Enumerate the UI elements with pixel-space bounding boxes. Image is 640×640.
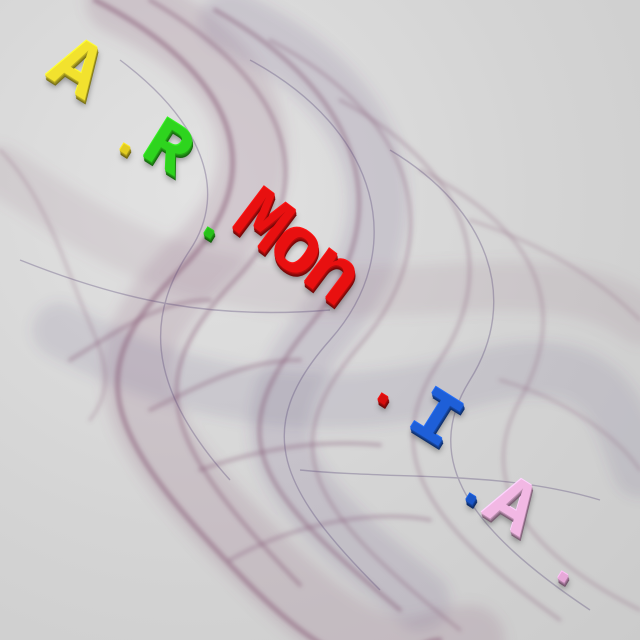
ribbon-edge (338, 98, 562, 622)
haze-ribbon (200, 0, 450, 630)
logo-word-mon: Mon (214, 173, 375, 326)
ribbon-edge (148, 358, 302, 412)
ribbon-wisp (249, 59, 381, 591)
ribbon-edge (268, 38, 462, 632)
logo-dot: . (537, 531, 601, 605)
logo-dot: . (357, 353, 421, 427)
ribbon-wisp (19, 259, 331, 314)
ribbon-edge (198, 441, 382, 472)
haze-ribbon (0, 145, 640, 345)
haze-ribbon (32, 302, 640, 498)
ribbon-wisp (299, 469, 601, 501)
ribbon-edge (468, 218, 640, 322)
ribbon-edge (228, 514, 432, 562)
ribbon-edge (498, 378, 640, 472)
ribbon-edge (213, 8, 402, 612)
ribbon-edge (92, 0, 443, 640)
ribbon-edge (68, 298, 212, 362)
ribbon-wisp (119, 59, 231, 481)
ribbon-wisp (389, 149, 591, 611)
ribbon-edge (0, 148, 107, 422)
logo-letter-a-first: A (32, 21, 119, 121)
